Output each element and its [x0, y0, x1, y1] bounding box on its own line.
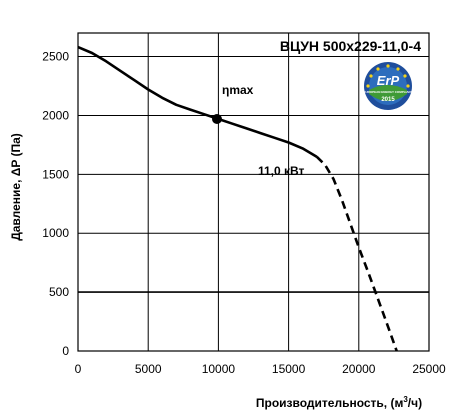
y-axis-title: Давление, ΔP (Па)	[9, 133, 23, 241]
series-layer	[77, 45, 398, 352]
y-tick-labels: 0 500 1000 1500 2000 2500	[42, 50, 69, 358]
x-tick-label: 0	[75, 362, 82, 376]
y-tick-label: 1500	[42, 167, 69, 181]
svg-text:EUROPEAN ENERGY COMPLIANT: EUROPEAN ENERGY COMPLIANT	[363, 90, 412, 94]
svg-text:2015: 2015	[381, 97, 395, 103]
x-tick-label: 20000	[342, 362, 376, 376]
eta-max-marker	[211, 113, 222, 124]
x-tick-label: 5000	[135, 362, 162, 376]
power-label: 11,0 кВт	[258, 164, 305, 178]
y-tick-label: 2000	[42, 108, 69, 122]
erp-badge: ErP EUROPEAN ENERGY COMPLIANT 2015	[363, 62, 413, 110]
x-tick-label: 10000	[202, 362, 236, 376]
x-tick-labels: 0 5000 10000 15000 20000 25000	[75, 362, 446, 376]
y-tick-label: 2500	[42, 50, 69, 64]
chart-title: ВЦУН 500x229-11,0-4	[280, 38, 421, 54]
y-tick-label: 0	[62, 344, 69, 358]
series-line-solid	[77, 45, 318, 158]
grid	[77, 32, 430, 352]
series-line-dashed	[315, 155, 398, 352]
x-tick-label: 25000	[412, 362, 446, 376]
x-tick-label: 15000	[272, 362, 306, 376]
svg-text:ErP: ErP	[377, 73, 400, 88]
y-tick-label: 500	[49, 285, 69, 299]
y-tick-label: 1000	[42, 226, 69, 240]
eta-max-label: ηmax	[222, 83, 254, 97]
eta-max-point	[211, 113, 222, 124]
x-axis-title: Производительность, (м3/ч)	[256, 395, 422, 410]
plot-frame	[77, 32, 430, 352]
